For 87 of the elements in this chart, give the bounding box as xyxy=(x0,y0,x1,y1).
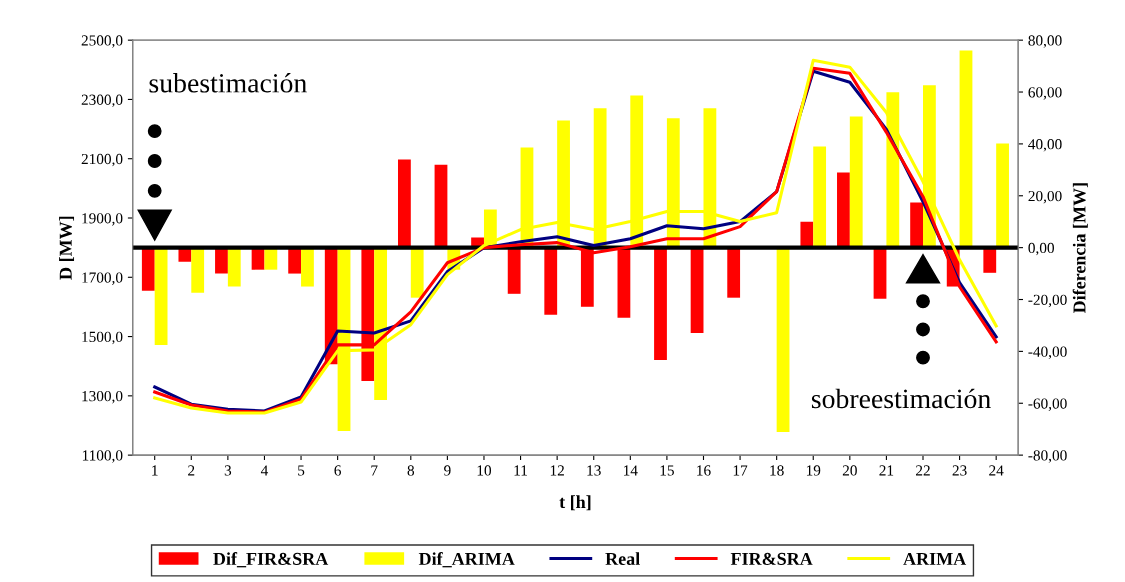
bar xyxy=(593,108,607,248)
x-tick-label: 16 xyxy=(697,465,711,476)
bar xyxy=(191,247,205,293)
y2-tick-label: 20,00 xyxy=(1028,190,1062,204)
x-tick-label: 23 xyxy=(952,465,967,476)
y-tick-label: 1100,0 xyxy=(82,450,123,463)
bar xyxy=(837,172,850,248)
y2-tick-label: 60,00 xyxy=(1028,87,1062,100)
x-tick-label: 3 xyxy=(224,465,232,476)
y-tick-label: 1300,0 xyxy=(82,390,123,404)
y-axis-title: D [MW] xyxy=(59,216,75,280)
y-tick-label: 1500,0 xyxy=(82,331,123,345)
bar xyxy=(154,247,168,345)
y2-axis-title: Diferencia [MW] xyxy=(1072,183,1088,314)
bar xyxy=(886,92,900,248)
bar xyxy=(544,247,558,315)
bar xyxy=(630,95,644,248)
bar xyxy=(959,50,973,248)
annotation: subestimación xyxy=(149,73,307,93)
x-tick-label: 17 xyxy=(733,465,748,476)
bar xyxy=(849,116,863,248)
bar xyxy=(703,108,717,248)
x-tick-label: 2 xyxy=(188,465,195,476)
bar xyxy=(776,247,790,433)
bar xyxy=(141,247,155,291)
bar xyxy=(557,120,570,248)
bar xyxy=(227,247,241,287)
x-tick-label: 4 xyxy=(260,465,269,476)
bar xyxy=(873,247,887,299)
y-tick-label: 2300,0 xyxy=(81,94,123,108)
x-tick-label: 21 xyxy=(879,465,894,476)
bar xyxy=(910,202,923,248)
x-tick-label: 8 xyxy=(407,465,415,476)
y2-tick-label: -80,00 xyxy=(1028,450,1067,463)
bar xyxy=(398,159,411,248)
bar xyxy=(983,247,997,273)
legend-label: Dif_FIR&SRA xyxy=(213,552,329,568)
bar xyxy=(580,247,594,307)
bar xyxy=(374,247,388,400)
y-tick-label: 1900,0 xyxy=(82,213,123,226)
y-tick-label: 2500,0 xyxy=(81,35,123,48)
y2-tick-label: 0,00 xyxy=(1028,242,1054,256)
y-tick-label: 1700,0 xyxy=(82,272,123,285)
x-tick-label: 15 xyxy=(660,465,674,476)
legend-label: ARIMA xyxy=(903,552,967,565)
y2-tick-label: 80,00 xyxy=(1028,35,1062,48)
bar xyxy=(410,247,424,298)
y2-tick-label: -40,00 xyxy=(1028,346,1067,360)
bar xyxy=(301,247,314,287)
x-tick-label: 24 xyxy=(989,465,1004,476)
x-tick-label: 11 xyxy=(514,465,527,476)
x-tick-label: 22 xyxy=(916,465,930,476)
y2-tick-label: -60,00 xyxy=(1028,398,1067,411)
x-tick-label: 1 xyxy=(152,465,158,476)
y2-tick-label: -20,00 xyxy=(1028,294,1067,308)
bar xyxy=(617,247,631,318)
y-tick-label: 2100,0 xyxy=(81,153,123,167)
legend-label: Dif_ARIMA xyxy=(418,552,515,568)
bar xyxy=(215,247,228,274)
legend-label: FIR&SRA xyxy=(730,552,813,565)
x-tick-label: 20 xyxy=(842,465,857,476)
x-tick-label: 5 xyxy=(298,465,305,476)
bar xyxy=(996,143,1009,248)
x-tick-label: 7 xyxy=(371,465,378,476)
x-tick-label: 18 xyxy=(770,465,784,476)
x-tick-label: 10 xyxy=(477,465,492,476)
bar xyxy=(666,118,680,248)
bar xyxy=(800,221,814,248)
bar xyxy=(654,247,667,360)
legend-label: Real xyxy=(605,552,640,565)
x-tick-label: 14 xyxy=(624,465,638,476)
bar xyxy=(361,247,375,381)
x-tick-label: 13 xyxy=(587,465,601,476)
bar xyxy=(288,247,302,274)
annotation: sobreestimación xyxy=(811,388,991,409)
y2-tick-label: 40,00 xyxy=(1028,139,1062,152)
bar xyxy=(264,247,278,270)
bar xyxy=(690,247,704,333)
x-axis-title: t [h] xyxy=(559,495,591,511)
bar xyxy=(813,146,827,248)
bar xyxy=(727,247,741,298)
bar xyxy=(434,164,448,248)
x-tick-label: 9 xyxy=(444,465,451,476)
x-tick-label: 12 xyxy=(550,465,564,476)
x-tick-label: 19 xyxy=(806,465,821,476)
x-tick-label: 6 xyxy=(334,465,341,476)
bar xyxy=(507,247,521,294)
